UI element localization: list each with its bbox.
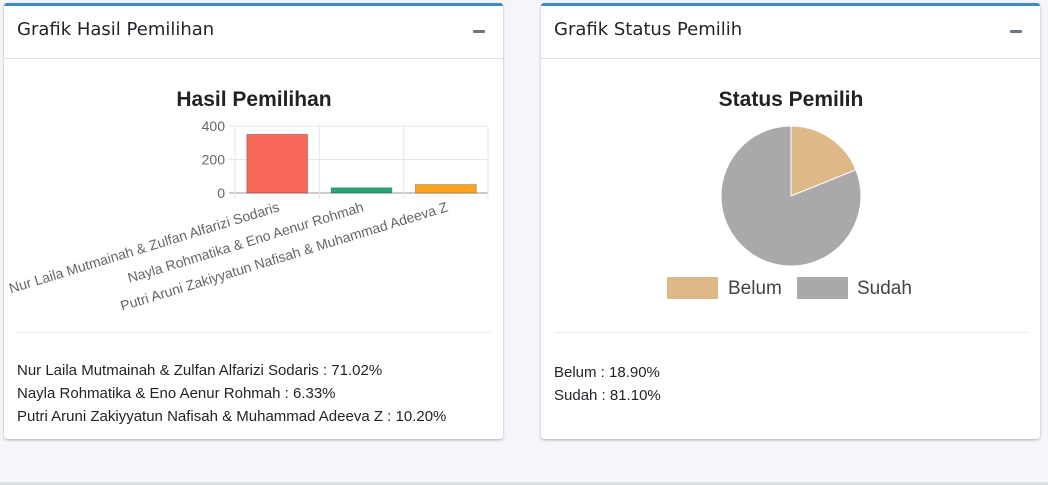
pie-slice bbox=[790, 125, 857, 197]
collapse-minus-icon[interactable] bbox=[1010, 30, 1022, 33]
grafik-hasil-pemilihan-card: Grafik Hasil Pemilihan Hasil Pemilihan 0 2… bbox=[4, 3, 503, 439]
legend-swatch bbox=[667, 277, 718, 299]
divider bbox=[554, 332, 1028, 333]
result-summary: Nur Laila Mutmainah & Zulfan Alfarizi So… bbox=[17, 359, 446, 428]
legend-item: Belum bbox=[667, 277, 782, 299]
y-tick-label: 200 bbox=[202, 152, 226, 168]
pie-chart: Status Pemilih Belum Sudah bbox=[667, 88, 912, 299]
status-line-2: Sudah : 81.10% bbox=[554, 387, 661, 404]
bar-chart: Hasil Pemilihan 0 200 400 Nur Laila Mutmaina… bbox=[7, 88, 489, 313]
bar bbox=[414, 184, 477, 194]
collapse-minus-icon[interactable] bbox=[473, 30, 485, 33]
legend-label: Sudah bbox=[857, 278, 912, 299]
x-tick-labels: Nur Laila Mutmainah & Zulfan Alfarizi So… bbox=[7, 198, 450, 313]
y-tick-label: 0 bbox=[217, 185, 225, 201]
chart-title: Hasil Pemilihan bbox=[176, 88, 331, 111]
card-header: Grafik Status Pemilih bbox=[541, 6, 1040, 59]
result-line-3: Putri Aruni Zakiyyatun Nafisah & Muhamma… bbox=[17, 408, 447, 425]
status-summary: Belum : 18.90% Sudah : 81.10% bbox=[554, 361, 661, 407]
pie-slice bbox=[720, 125, 862, 267]
bar bbox=[246, 133, 309, 194]
legend-swatch bbox=[797, 277, 848, 299]
legend-item: Sudah bbox=[797, 277, 912, 299]
x-tick-label: Putri Aruni Zakiyyatun Nafisah & Muhamma… bbox=[118, 198, 450, 313]
result-line-2: Nayla Rohmatika & Eno Aenur Rohmah : 6.3… bbox=[17, 385, 336, 402]
divider bbox=[17, 332, 491, 333]
pie-chart-container: Status Pemilih Belum Sudah bbox=[541, 59, 1040, 333]
chart-title: Status Pemilih bbox=[719, 88, 864, 111]
bar bbox=[330, 187, 393, 194]
card-header: Grafik Hasil Pemilihan bbox=[4, 6, 503, 59]
legend-label: Belum bbox=[728, 278, 782, 299]
card-title: Grafik Status Pemilih bbox=[554, 19, 743, 40]
status-line-1: Belum : 18.90% bbox=[554, 364, 660, 381]
result-line-1: Nur Laila Mutmainah & Zulfan Alfarizi So… bbox=[17, 362, 383, 379]
grafik-status-pemilih-card: Grafik Status Pemilih Status Pemilih Belu… bbox=[541, 3, 1040, 439]
bar-chart-container: Hasil Pemilihan 0 200 400 Nur Laila Mutmaina… bbox=[4, 59, 503, 333]
card-title: Grafik Hasil Pemilihan bbox=[17, 19, 215, 40]
y-tick-label: 400 bbox=[202, 118, 226, 134]
footer-divider bbox=[0, 482, 1048, 485]
